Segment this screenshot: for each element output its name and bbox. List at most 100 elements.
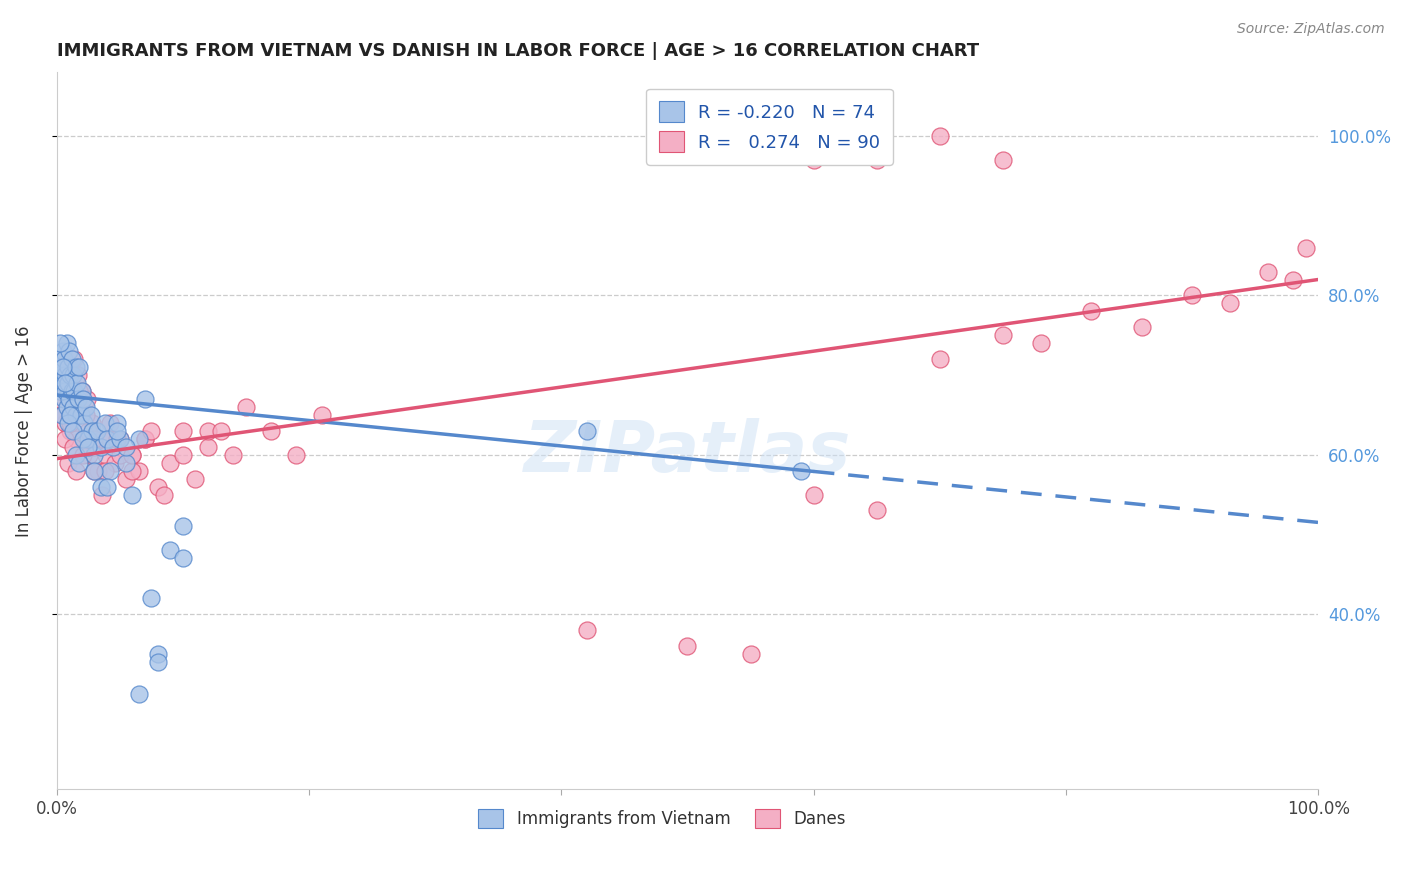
Point	[260, 424, 283, 438]
Point	[93, 416, 115, 430]
Point	[65, 448, 87, 462]
Text: IMMIGRANTS FROM VIETNAM VS DANISH IN LABOR FORCE | AGE > 16 CORRELATION CHART: IMMIGRANTS FROM VIETNAM VS DANISH IN LAB…	[56, 42, 979, 60]
Point	[134, 432, 156, 446]
Point	[59, 424, 82, 438]
Point	[49, 352, 72, 367]
Point	[77, 432, 100, 446]
Point	[80, 416, 103, 430]
Point	[1282, 272, 1305, 286]
Point	[159, 456, 181, 470]
Point	[146, 479, 169, 493]
Point	[108, 432, 131, 446]
Point	[91, 432, 114, 446]
Text: ZIPatlas: ZIPatlas	[524, 417, 851, 487]
Point	[55, 400, 77, 414]
Point	[56, 360, 79, 375]
Point	[77, 424, 100, 438]
Point	[159, 543, 181, 558]
Point	[1295, 241, 1317, 255]
Point	[63, 384, 86, 398]
Point	[172, 519, 194, 533]
Point	[55, 376, 77, 390]
Point	[65, 464, 87, 478]
Point	[197, 440, 219, 454]
Text: Source: ZipAtlas.com: Source: ZipAtlas.com	[1237, 22, 1385, 37]
Point	[94, 448, 117, 462]
Point	[51, 408, 73, 422]
Point	[69, 408, 91, 422]
Point	[60, 368, 83, 382]
Point	[108, 432, 131, 446]
Point	[866, 153, 889, 167]
Point	[55, 360, 77, 375]
Point	[803, 487, 825, 501]
Point	[1219, 296, 1241, 310]
Point	[222, 448, 245, 462]
Point	[866, 503, 889, 517]
Point	[1080, 304, 1102, 318]
Point	[53, 352, 76, 367]
Point	[575, 623, 598, 637]
Point	[53, 392, 76, 406]
Point	[209, 424, 232, 438]
Point	[52, 360, 75, 375]
Point	[128, 464, 150, 478]
Point	[67, 408, 90, 422]
Point	[991, 153, 1014, 167]
Point	[1029, 336, 1052, 351]
Point	[76, 392, 98, 406]
Point	[79, 448, 101, 462]
Point	[83, 464, 105, 478]
Point	[70, 384, 93, 398]
Point	[52, 352, 75, 367]
Point	[59, 408, 82, 422]
Y-axis label: In Labor Force | Age > 16: In Labor Force | Age > 16	[15, 325, 32, 537]
Point	[67, 360, 90, 375]
Point	[58, 392, 80, 406]
Point	[105, 432, 128, 446]
Point	[63, 384, 86, 398]
Point	[146, 647, 169, 661]
Point	[65, 408, 87, 422]
Point	[73, 416, 96, 430]
Point	[72, 432, 94, 446]
Point	[1130, 320, 1153, 334]
Point	[67, 368, 90, 382]
Point	[93, 464, 115, 478]
Point	[121, 448, 143, 462]
Point	[73, 432, 96, 446]
Point	[104, 456, 127, 470]
Point	[62, 368, 84, 382]
Point	[141, 424, 163, 438]
Point	[172, 551, 194, 566]
Point	[790, 464, 813, 478]
Point	[55, 384, 77, 398]
Point	[991, 328, 1014, 343]
Point	[172, 424, 194, 438]
Point	[56, 376, 79, 390]
Point	[49, 384, 72, 398]
Point	[62, 400, 84, 414]
Point	[72, 448, 94, 462]
Point	[75, 400, 97, 414]
Point	[83, 432, 105, 446]
Point	[172, 448, 194, 462]
Point	[59, 408, 82, 422]
Point	[52, 344, 75, 359]
Point	[56, 400, 79, 414]
Point	[575, 424, 598, 438]
Point	[121, 464, 143, 478]
Legend: Immigrants from Vietnam, Danes: Immigrants from Vietnam, Danes	[471, 802, 853, 835]
Point	[128, 687, 150, 701]
Point	[121, 487, 143, 501]
Point	[62, 440, 84, 454]
Point	[58, 376, 80, 390]
Point	[105, 424, 128, 438]
Point	[63, 352, 86, 367]
Point	[51, 360, 73, 375]
Point	[55, 432, 77, 446]
Point	[285, 448, 308, 462]
Point	[115, 440, 138, 454]
Point	[141, 591, 163, 605]
Point	[83, 448, 105, 462]
